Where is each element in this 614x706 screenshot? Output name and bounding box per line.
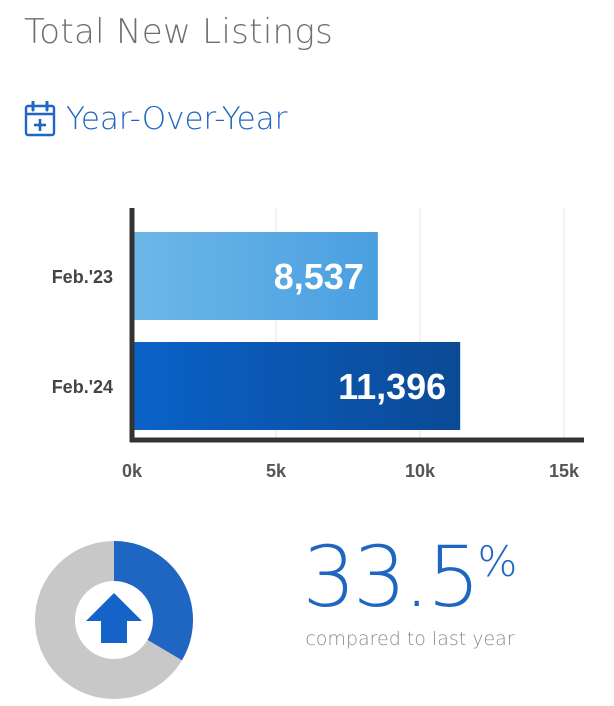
calendar-plus-icon [24, 101, 56, 137]
category-label: Feb.'23 [52, 267, 113, 287]
change-donut [35, 541, 193, 699]
compare-text: compared to last year [305, 628, 515, 650]
bar-value-label: 11,396 [338, 366, 446, 407]
x-tick-label: 15k [549, 461, 580, 481]
x-tick-label: 5k [266, 461, 287, 481]
arrow-up-icon [86, 593, 142, 643]
change-percent: 33.5% [280, 535, 540, 619]
x-tick-label: 0k [122, 461, 143, 481]
bar [132, 342, 461, 430]
bar-value-label: 8,537 [274, 256, 364, 297]
page-title: Total New Listings [24, 12, 334, 52]
bar-chart: 0k 5k 10k 15k 8,537 Feb.'23 11,396 Feb.'24 [52, 208, 584, 481]
x-tick-label: 10k [405, 461, 436, 481]
donut-progress-arc [113, 541, 193, 661]
bar [132, 232, 378, 320]
change-unit: % [477, 537, 518, 586]
subtitle: Year-Over-Year [24, 97, 287, 141]
subtitle-text: Year-Over-Year [66, 101, 288, 137]
category-label: Feb.'24 [52, 377, 113, 397]
change-value: 33.5 [302, 528, 481, 626]
